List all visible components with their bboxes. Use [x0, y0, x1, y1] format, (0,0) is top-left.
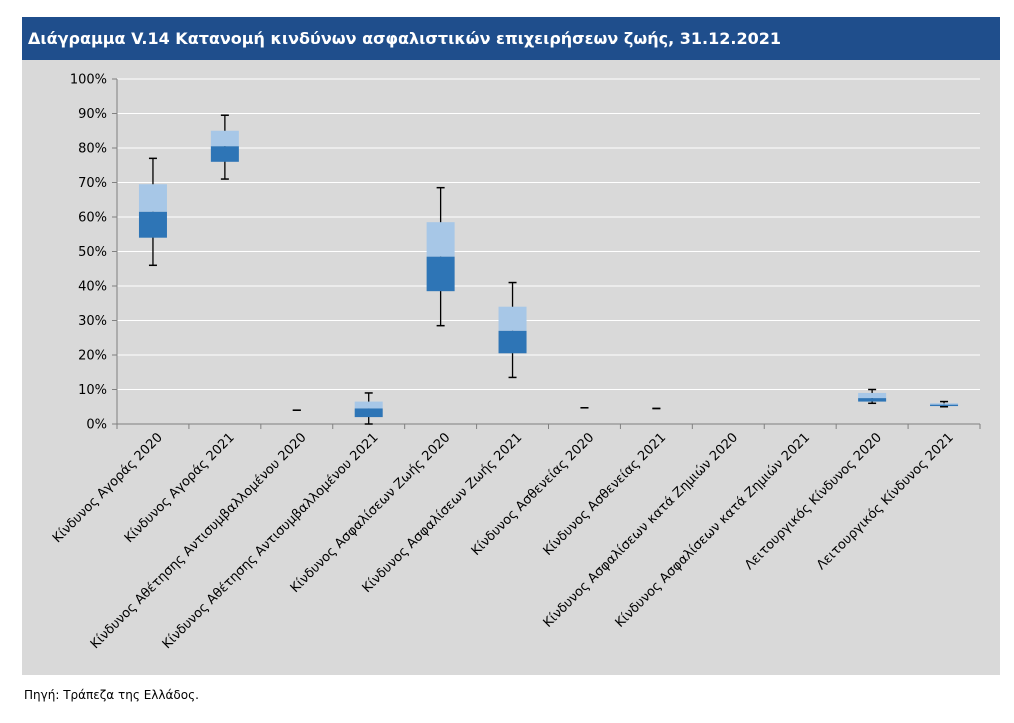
category-label: Λειτουργικός Κίνδυνος 2020	[742, 430, 885, 573]
box-upper	[498, 306, 527, 331]
y-tick-label: 90%	[78, 107, 107, 122]
y-tick-label: 80%	[78, 142, 107, 157]
y-tick-label: 30%	[78, 314, 107, 329]
source-note: Πηγή: Τράπεζα της Ελλάδος.	[24, 688, 199, 702]
category-label: Κίνδυνος Ασθενείας 2021	[541, 430, 670, 559]
box-upper	[426, 222, 455, 257]
box-lower	[858, 398, 887, 402]
y-tick-label: 20%	[78, 349, 107, 364]
y-tick-label: 10%	[78, 383, 107, 398]
box-lower	[498, 330, 527, 354]
y-tick-label: 60%	[78, 211, 107, 226]
box-upper	[354, 401, 383, 409]
box-upper	[930, 403, 959, 405]
category-label: Κίνδυνος Ασθενείας 2020	[469, 430, 598, 559]
box-upper	[858, 392, 887, 399]
box-upper	[138, 184, 167, 212]
category-label: Κίνδυνος Ασφαλίσεων Ζωής 2021	[360, 430, 526, 596]
box-lower	[138, 211, 167, 238]
y-tick-label: 50%	[78, 245, 107, 260]
y-tick-label: 70%	[78, 176, 107, 191]
box-lower	[354, 408, 383, 418]
box-lower	[210, 146, 239, 162]
box-plot-chart: 0% 10% 20% 30% 40% 50% 60% 70% 80% 90% 100% Κίνδυνο…	[50, 73, 981, 652]
category-label: Κίνδυνος Ασφαλίσεων Ζωής 2020	[288, 430, 454, 596]
chart-area: 0% 10% 20% 30% 40% 50% 60% 70% 80% 90% 100% Κίνδυνο…	[22, 60, 1000, 675]
box-upper	[210, 130, 239, 147]
box-lower	[930, 404, 959, 407]
category-label: Λειτουργικός Κίνδυνος 2021	[814, 430, 957, 573]
chart-title: Διάγραμμα V.14 Κατανομή κινδύνων ασφαλισ…	[22, 17, 1000, 60]
y-tick-label: 40%	[78, 280, 107, 295]
y-tick-label: 100%	[70, 73, 107, 88]
box-lower	[426, 256, 455, 292]
y-tick-label: 0%	[86, 418, 107, 433]
